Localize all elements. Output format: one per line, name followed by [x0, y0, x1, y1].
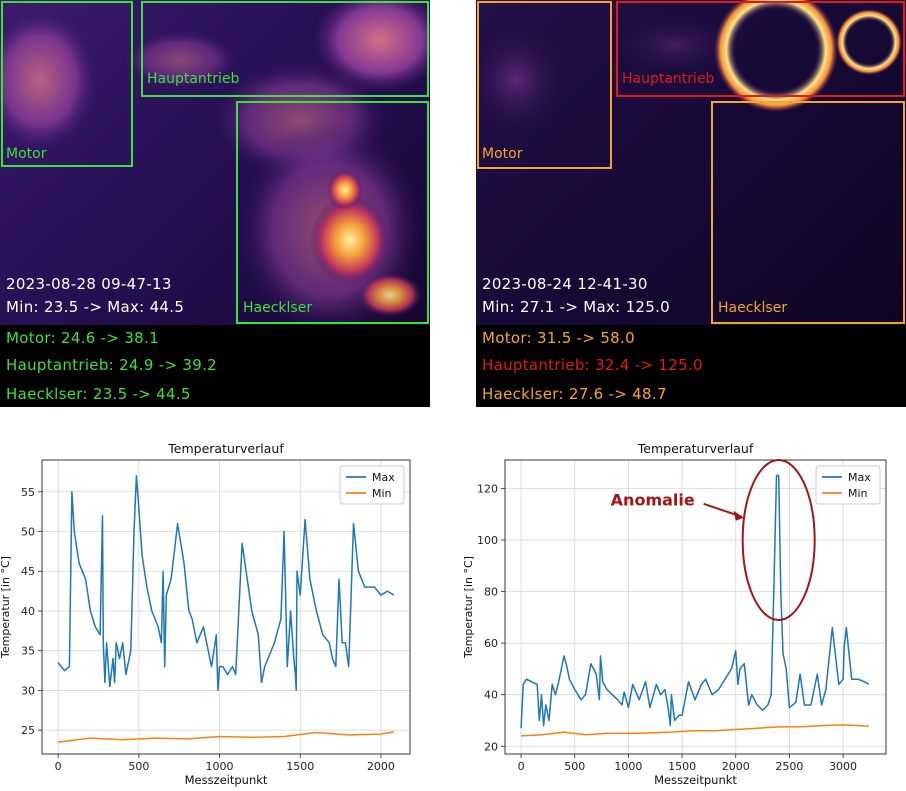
region-label-hauptantrieb: Hauptantrieb — [147, 71, 240, 87]
x-tick-label: 1000 — [206, 760, 234, 773]
x-tick-label: 1500 — [668, 760, 696, 773]
chart-right: 0 500 1000 1500 2000 2500 3000 20 40 60 80 100 120 Te… — [455, 437, 906, 791]
reading-hauptantrieb-left: Hauptantrieb: 24.9 -> 39.2 — [6, 356, 217, 374]
region-label-hauptantrieb: Hauptantrieb — [622, 71, 715, 87]
region-box-haecklser — [236, 101, 429, 324]
thermal-scene-left — [0, 0, 430, 407]
y-tick-label: 100 — [477, 534, 498, 547]
legend-label-max: Max — [372, 471, 395, 484]
y-tick-label: 50 — [21, 526, 35, 539]
region-box-motor — [477, 1, 612, 169]
y-tick-label: 25 — [21, 724, 35, 737]
reading-haecklser-right: Haecklser: 27.6 -> 48.7 — [482, 385, 667, 403]
x-tick-label: 1500 — [286, 760, 314, 773]
legend-label-min: Min — [848, 487, 868, 500]
y-tick-label: 30 — [21, 684, 35, 697]
region-label-haecklser: Haecklser — [243, 300, 313, 316]
plot-frame — [41, 459, 411, 755]
x-tick-label: 0 — [518, 760, 525, 773]
y-tick-label: 40 — [484, 689, 498, 702]
legend-label-min: Min — [372, 487, 392, 500]
legend-box — [815, 465, 881, 505]
minmax-left: Min: 23.5 -> Max: 44.5 — [6, 298, 185, 316]
y-axis-label: Temperatur [in °C] — [462, 556, 475, 659]
y-tick-label: 40 — [21, 605, 35, 618]
y-tick-label: 55 — [21, 486, 35, 499]
x-tick-label: 1000 — [614, 760, 642, 773]
x-axis-label: Messzeitpunkt — [185, 773, 268, 787]
reading-haecklser-left: Haecklser: 23.5 -> 44.5 — [6, 385, 191, 403]
y-tick-label: 45 — [21, 565, 35, 578]
legend-label-max: Max — [848, 471, 871, 484]
legend-box — [339, 465, 405, 505]
timestamp-right: 2023-08-24 12-41-30 — [482, 275, 648, 293]
chart-left-svg: 0 500 1000 1500 2000 25 30 35 40 45 50 55 Temperatur… — [0, 441, 411, 787]
series-line-max — [520, 474, 870, 729]
timestamp-left: 2023-08-28 09-47-13 — [6, 275, 172, 293]
y-tick-label: 60 — [484, 637, 498, 650]
thermal-image-left: Motor Hauptantrieb Haecklser 2023-08-28 … — [0, 0, 430, 407]
region-box-hauptantrieb — [616, 1, 905, 97]
chart-title: Temperaturverlauf — [637, 441, 754, 456]
chart-right-svg: 0 500 1000 1500 2000 2500 3000 20 40 60 80 100 120 Te… — [462, 441, 887, 787]
y-tick-label: 120 — [477, 482, 498, 495]
thermal-scene-right — [476, 0, 906, 407]
reading-motor-left: Motor: 24.6 -> 38.1 — [6, 329, 159, 347]
x-tick-label: 2000 — [722, 760, 750, 773]
x-tick-label: 2500 — [775, 760, 803, 773]
y-tick-label: 20 — [484, 740, 498, 753]
thermal-image-right: Motor Hauptantrieb Haecklser 2023-08-24 … — [476, 0, 906, 407]
reading-hauptantrieb-right: Hauptantrieb: 32.4 -> 125.0 — [482, 356, 703, 374]
y-axis-label: Temperatur [in °C] — [0, 556, 12, 659]
x-tick-label: 0 — [55, 760, 62, 773]
region-box-motor — [1, 1, 133, 167]
anomaly-label: Anomalie — [611, 490, 695, 509]
region-label-motor: Motor — [6, 146, 47, 162]
region-label-haecklser: Haecklser — [718, 300, 788, 316]
x-tick-label: 2000 — [367, 760, 395, 773]
minmax-right: Min: 27.1 -> Max: 125.0 — [482, 298, 671, 316]
anomaly-arrow-head — [733, 510, 744, 521]
x-tick-label: 500 — [128, 760, 149, 773]
series-line-min — [521, 724, 869, 737]
region-box-hauptantrieb — [141, 1, 429, 97]
region-box-haecklser — [711, 101, 905, 324]
y-tick-label: 80 — [484, 586, 498, 599]
series-line-max — [57, 475, 395, 692]
y-tick-label: 35 — [21, 645, 35, 658]
region-label-motor: Motor — [482, 146, 523, 162]
anomaly-ellipse — [741, 458, 816, 621]
plot-frame — [504, 459, 887, 755]
x-axis-label: Messzeitpunkt — [654, 773, 737, 787]
reading-motor-right: Motor: 31.5 -> 58.0 — [482, 329, 635, 347]
x-tick-label: 500 — [564, 760, 585, 773]
chart-left: 0 500 1000 1500 2000 25 30 35 40 45 50 55 Temperatur… — [0, 437, 430, 791]
x-tick-label: 3000 — [829, 760, 857, 773]
series-line-min — [58, 731, 395, 743]
chart-title: Temperaturverlauf — [167, 441, 284, 456]
